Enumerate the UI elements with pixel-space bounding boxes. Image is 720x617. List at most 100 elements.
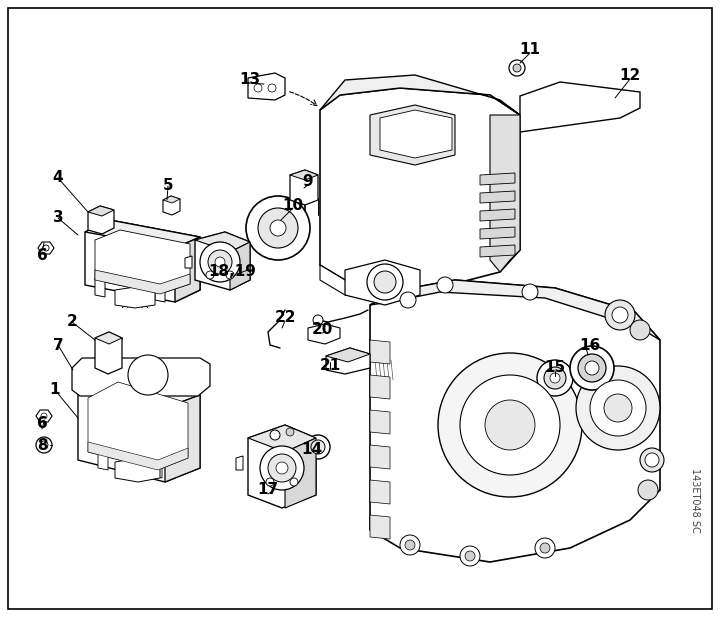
Text: 17: 17 [258, 482, 279, 497]
Circle shape [206, 271, 214, 279]
Circle shape [36, 437, 52, 453]
Circle shape [405, 540, 415, 550]
Polygon shape [290, 170, 318, 205]
Polygon shape [480, 173, 515, 185]
Circle shape [270, 430, 280, 440]
Circle shape [290, 478, 298, 486]
Circle shape [630, 320, 650, 340]
Circle shape [215, 257, 225, 267]
Circle shape [513, 64, 521, 72]
Polygon shape [308, 324, 340, 344]
Polygon shape [88, 206, 114, 216]
Circle shape [550, 373, 560, 383]
Polygon shape [115, 458, 160, 482]
Text: 8: 8 [37, 437, 48, 452]
Polygon shape [320, 75, 520, 115]
Polygon shape [163, 196, 180, 203]
Polygon shape [370, 280, 660, 562]
Text: 20: 20 [311, 323, 333, 337]
Text: 22: 22 [274, 310, 296, 326]
Polygon shape [115, 287, 155, 308]
Polygon shape [370, 410, 390, 434]
Circle shape [286, 428, 294, 436]
Polygon shape [380, 110, 452, 158]
Circle shape [540, 543, 550, 553]
Circle shape [544, 367, 566, 389]
Polygon shape [78, 372, 200, 408]
Polygon shape [290, 170, 318, 180]
Circle shape [226, 271, 234, 279]
Circle shape [645, 453, 659, 467]
Circle shape [640, 448, 664, 472]
Polygon shape [95, 230, 190, 294]
Polygon shape [195, 232, 250, 252]
Text: 1: 1 [50, 383, 60, 397]
Text: 15: 15 [544, 360, 566, 376]
Text: 13: 13 [240, 73, 261, 88]
Circle shape [437, 277, 453, 293]
Text: 12: 12 [619, 68, 641, 83]
Circle shape [270, 220, 286, 236]
Polygon shape [95, 332, 122, 374]
Polygon shape [38, 242, 54, 254]
Polygon shape [248, 425, 316, 452]
Circle shape [638, 480, 658, 500]
Polygon shape [370, 280, 660, 340]
Text: 3: 3 [53, 210, 63, 225]
Polygon shape [175, 237, 200, 302]
Polygon shape [285, 438, 316, 508]
Text: 6: 6 [37, 416, 48, 431]
Circle shape [200, 242, 240, 282]
Circle shape [400, 292, 416, 308]
Circle shape [128, 355, 168, 395]
Circle shape [537, 360, 573, 396]
Polygon shape [480, 191, 515, 203]
Polygon shape [480, 245, 515, 257]
Polygon shape [370, 480, 390, 504]
Circle shape [246, 196, 310, 260]
Circle shape [367, 264, 403, 300]
Circle shape [208, 250, 232, 274]
Circle shape [41, 413, 47, 419]
Text: 21: 21 [320, 357, 341, 373]
Polygon shape [370, 105, 455, 165]
Circle shape [509, 60, 525, 76]
Polygon shape [345, 260, 420, 305]
Circle shape [485, 400, 535, 450]
Polygon shape [326, 348, 370, 374]
Polygon shape [163, 196, 180, 215]
Polygon shape [520, 82, 640, 132]
Text: 16: 16 [580, 337, 600, 352]
Polygon shape [480, 227, 515, 239]
Text: 10: 10 [282, 197, 304, 212]
Polygon shape [98, 450, 108, 470]
Polygon shape [152, 460, 162, 478]
Circle shape [266, 478, 274, 486]
Circle shape [460, 546, 480, 566]
Polygon shape [185, 256, 192, 268]
Circle shape [260, 446, 304, 490]
Circle shape [43, 245, 49, 251]
Polygon shape [248, 425, 316, 508]
Circle shape [585, 361, 599, 375]
Polygon shape [195, 232, 250, 290]
Circle shape [438, 353, 582, 497]
Circle shape [522, 284, 538, 300]
Polygon shape [88, 382, 188, 470]
Polygon shape [36, 410, 52, 422]
Circle shape [460, 375, 560, 475]
Polygon shape [95, 278, 105, 297]
Circle shape [605, 300, 635, 330]
Polygon shape [370, 340, 390, 364]
Polygon shape [320, 88, 520, 290]
Text: 14: 14 [302, 442, 323, 457]
Polygon shape [88, 442, 188, 470]
Polygon shape [370, 375, 390, 399]
Circle shape [576, 366, 660, 450]
Circle shape [254, 84, 262, 92]
Text: 2: 2 [67, 315, 77, 329]
Polygon shape [72, 358, 210, 396]
Polygon shape [88, 206, 114, 234]
Circle shape [535, 538, 555, 558]
Polygon shape [78, 372, 200, 482]
